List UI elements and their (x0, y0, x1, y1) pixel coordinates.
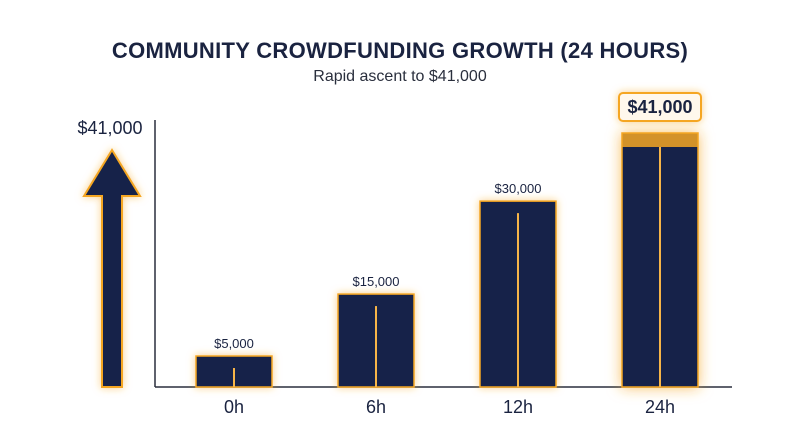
data-label: $41,000 (627, 97, 692, 117)
data-label: $15,000 (353, 274, 400, 289)
chart-subtitle: Rapid ascent to $41,000 (313, 68, 487, 85)
data-label: $5,000 (214, 336, 254, 351)
x-tick-label: 0h (224, 397, 244, 417)
bar-cap-highlight (622, 133, 698, 147)
x-tick-label: 12h (503, 397, 533, 417)
highlight-label-box (618, 92, 702, 122)
x-tick-label: 6h (366, 397, 386, 417)
x-tick-label: 24h (645, 397, 675, 417)
growth-arrow (82, 148, 142, 388)
data-label: $30,000 (495, 181, 542, 196)
y-axis-max-label: $41,000 (77, 118, 142, 138)
chart-title: COMMUNITY CROWDFUNDING GROWTH (24 HOURS) (111, 38, 689, 63)
